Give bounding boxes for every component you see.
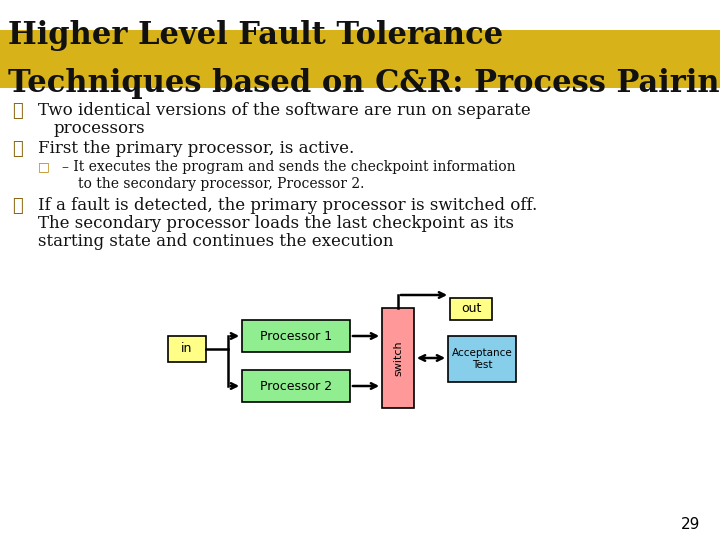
Text: out: out: [461, 302, 481, 315]
Text: Two identical versions of the software are run on separate: Two identical versions of the software a…: [38, 102, 531, 119]
Text: Processor 1: Processor 1: [260, 329, 332, 342]
Text: 29: 29: [680, 517, 700, 532]
Text: ✸: ✸: [12, 140, 23, 158]
Text: ✸: ✸: [12, 197, 23, 215]
Text: Processor 2: Processor 2: [260, 380, 332, 393]
Text: □: □: [38, 160, 50, 173]
Text: processors: processors: [54, 120, 145, 137]
FancyBboxPatch shape: [242, 370, 350, 402]
Text: – It executes the program and sends the checkpoint information: – It executes the program and sends the …: [62, 160, 516, 174]
FancyBboxPatch shape: [242, 320, 350, 352]
Text: If a fault is detected, the primary processor is switched off.: If a fault is detected, the primary proc…: [38, 197, 537, 214]
FancyBboxPatch shape: [0, 30, 720, 88]
Text: ✸: ✸: [12, 102, 23, 120]
FancyBboxPatch shape: [450, 298, 492, 320]
Text: in: in: [181, 342, 193, 355]
Text: starting state and continues the execution: starting state and continues the executi…: [38, 233, 394, 250]
Text: switch: switch: [393, 340, 403, 376]
Text: Higher Level Fault Tolerance: Higher Level Fault Tolerance: [8, 20, 503, 51]
FancyBboxPatch shape: [382, 308, 414, 408]
Text: Techniques based on C&R: Process Pairing: Techniques based on C&R: Process Pairing: [8, 68, 720, 99]
FancyBboxPatch shape: [448, 336, 516, 382]
Text: to the secondary processor, Processor 2.: to the secondary processor, Processor 2.: [78, 177, 364, 191]
Text: First the primary processor, is active.: First the primary processor, is active.: [38, 140, 354, 157]
Text: Acceptance
Test: Acceptance Test: [451, 348, 513, 370]
FancyBboxPatch shape: [168, 336, 206, 362]
Text: The secondary processor loads the last checkpoint as its: The secondary processor loads the last c…: [38, 215, 514, 232]
